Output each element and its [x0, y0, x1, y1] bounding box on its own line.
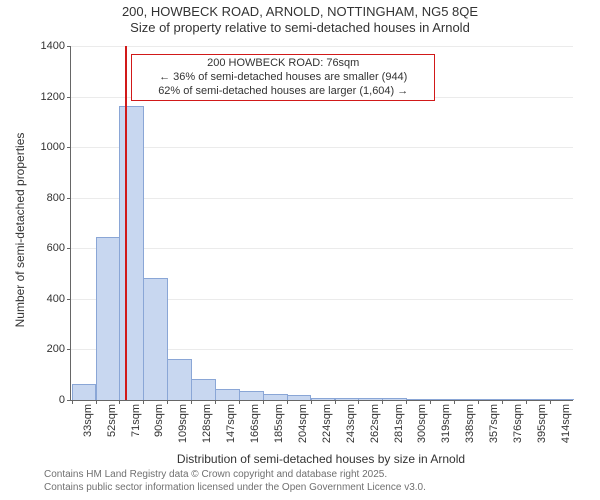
ytick-label: 600 [47, 242, 71, 254]
xtick-mark [167, 400, 168, 404]
gridline [71, 248, 573, 249]
y-axis-title: Number of semi-detached properties [13, 133, 27, 328]
xtick-label: 414sqm [560, 404, 572, 443]
plot-area: 020040060080010001200140033sqm52sqm71sqm… [70, 46, 573, 401]
xtick-mark [119, 400, 120, 404]
ytick-label: 1400 [41, 40, 71, 52]
chart-title-line1: 200, HOWBECK ROAD, ARNOLD, NOTTINGHAM, N… [0, 4, 600, 20]
histogram-bar [406, 399, 431, 401]
xtick-mark [96, 400, 97, 404]
xtick-label: 90sqm [153, 404, 165, 437]
histogram-bar [96, 237, 121, 400]
chart-title-block: 200, HOWBECK ROAD, ARNOLD, NOTTINGHAM, N… [0, 0, 600, 37]
xtick-label: 109sqm [177, 404, 189, 443]
histogram-bar [311, 398, 336, 400]
xtick-label: 262sqm [369, 404, 381, 443]
ytick-label: 400 [47, 293, 71, 305]
xtick-mark [287, 400, 288, 404]
xtick-label: 204sqm [297, 404, 309, 443]
reference-line [125, 46, 127, 400]
histogram-bar [526, 399, 551, 401]
xtick-mark [358, 400, 359, 404]
gridline [71, 147, 573, 148]
annotation-box: 200 HOWBECK ROAD: 76sqm← 36% of semi-det… [131, 54, 435, 101]
xtick-label: 128sqm [201, 404, 213, 443]
xtick-label: 376sqm [512, 404, 524, 443]
xtick-mark [382, 400, 383, 404]
xtick-mark [143, 400, 144, 404]
histogram-bar [239, 391, 264, 400]
annotation-line: 62% of semi-detached houses are larger (… [138, 85, 428, 99]
histogram-bar [72, 384, 97, 400]
histogram-bar [430, 399, 455, 401]
xtick-label: 185sqm [273, 404, 285, 443]
xtick-label: 300sqm [416, 404, 428, 443]
xtick-mark [430, 400, 431, 404]
xtick-mark [72, 400, 73, 404]
histogram-bar [215, 389, 240, 400]
xtick-mark [502, 400, 503, 404]
ytick-label: 200 [47, 343, 71, 355]
histogram-bar [502, 399, 527, 401]
xtick-mark [239, 400, 240, 404]
xtick-label: 357sqm [488, 404, 500, 443]
xtick-mark [263, 400, 264, 404]
gridline [71, 198, 573, 199]
xtick-mark [215, 400, 216, 404]
xtick-label: 338sqm [464, 404, 476, 443]
x-axis-title: Distribution of semi-detached houses by … [177, 452, 465, 466]
xtick-label: 147sqm [225, 404, 237, 443]
xtick-label: 243sqm [345, 404, 357, 443]
xtick-label: 33sqm [82, 404, 94, 437]
footer-line2: Contains public sector information licen… [44, 481, 426, 494]
xtick-label: 319sqm [440, 404, 452, 443]
xtick-mark [406, 400, 407, 404]
histogram-bar [287, 395, 312, 400]
histogram-bar [454, 399, 479, 401]
ytick-label: 1200 [41, 91, 71, 103]
xtick-mark [550, 400, 551, 404]
xtick-label: 281sqm [393, 404, 405, 443]
histogram-bar [143, 278, 168, 400]
histogram-bar [478, 399, 503, 401]
histogram-bar [167, 359, 192, 400]
histogram-bar [191, 379, 216, 400]
histogram-bar [358, 398, 383, 400]
xtick-label: 52sqm [106, 404, 118, 437]
xtick-label: 395sqm [536, 404, 548, 443]
xtick-mark [526, 400, 527, 404]
histogram-bar [335, 398, 360, 400]
histogram-bar [119, 106, 144, 400]
footer-line1: Contains HM Land Registry data © Crown c… [44, 468, 426, 481]
xtick-mark [335, 400, 336, 404]
ytick-label: 0 [59, 394, 71, 406]
histogram-bar [550, 399, 575, 401]
xtick-mark [478, 400, 479, 404]
chart-title-line2: Size of property relative to semi-detach… [0, 20, 600, 36]
xtick-mark [454, 400, 455, 404]
footer-attribution: Contains HM Land Registry data © Crown c… [44, 468, 426, 494]
xtick-mark [191, 400, 192, 404]
xtick-label: 71sqm [130, 404, 142, 437]
annotation-line: ← 36% of semi-detached houses are smalle… [138, 71, 428, 85]
histogram-bar [382, 398, 407, 400]
xtick-mark [311, 400, 312, 404]
annotation-line: 200 HOWBECK ROAD: 76sqm [138, 57, 428, 71]
gridline [71, 46, 573, 47]
xtick-label: 224sqm [321, 404, 333, 443]
xtick-label: 166sqm [249, 404, 261, 443]
ytick-label: 1000 [41, 141, 71, 153]
histogram-bar [263, 394, 288, 400]
ytick-label: 800 [47, 192, 71, 204]
